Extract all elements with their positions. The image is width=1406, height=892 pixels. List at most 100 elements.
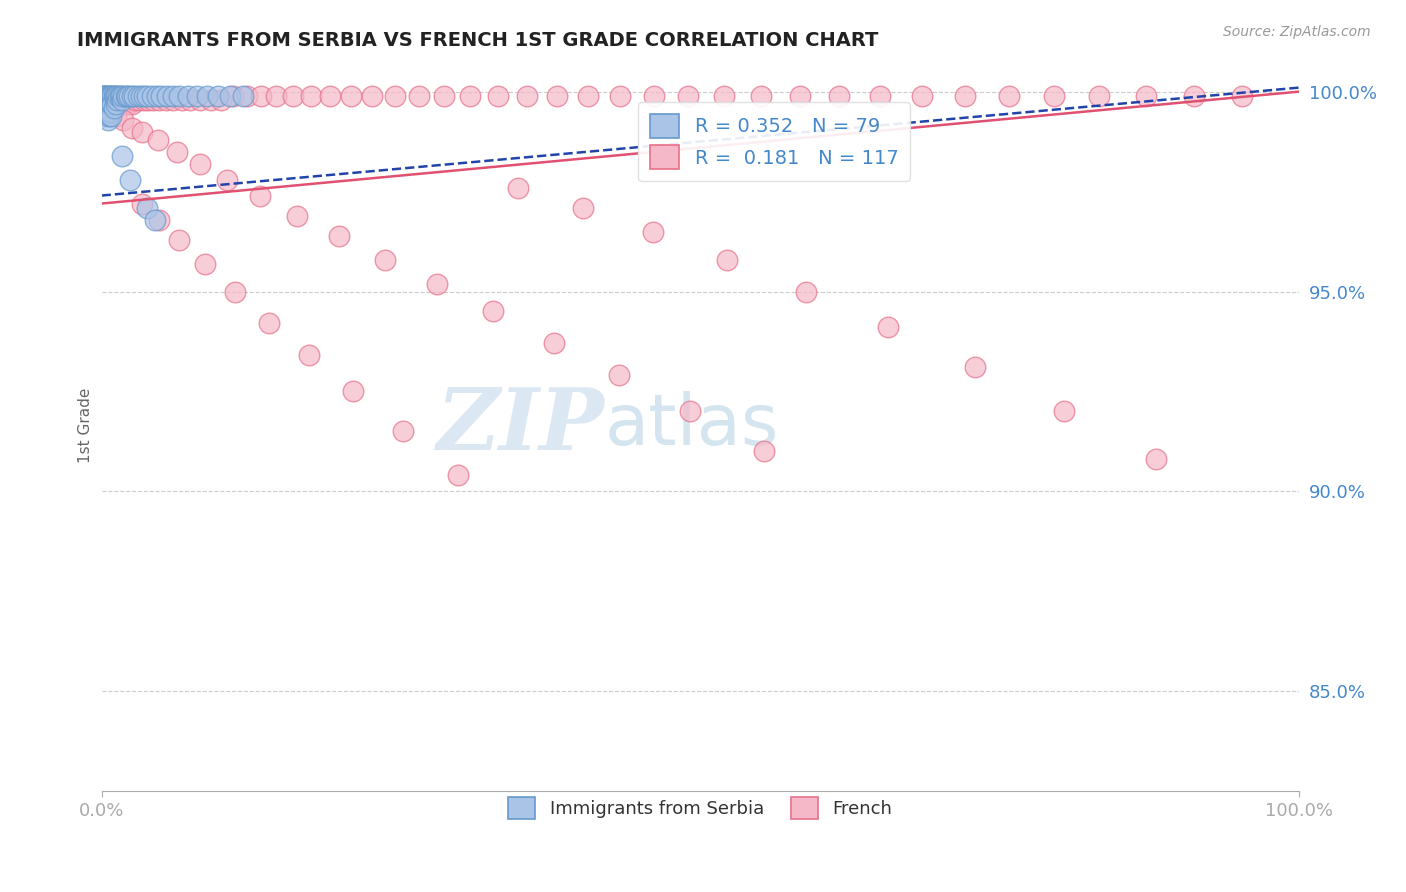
Point xyxy=(120,172,142,186)
Point xyxy=(94,93,117,107)
Point xyxy=(136,93,159,107)
Point xyxy=(146,132,169,146)
Point xyxy=(100,88,122,103)
Point xyxy=(911,88,934,103)
Point xyxy=(98,96,121,111)
Point xyxy=(91,93,114,107)
Point xyxy=(148,93,170,107)
Point xyxy=(105,96,128,111)
Point xyxy=(188,156,211,170)
Point xyxy=(91,93,114,107)
Point xyxy=(828,88,851,103)
Point xyxy=(112,112,135,127)
Point xyxy=(94,101,117,115)
Point xyxy=(963,360,986,375)
Point xyxy=(576,88,599,103)
Point xyxy=(516,88,538,103)
Point xyxy=(108,88,131,103)
Point xyxy=(794,285,817,299)
Point xyxy=(339,88,361,103)
Point xyxy=(1144,452,1167,467)
Point xyxy=(91,93,114,107)
Point xyxy=(285,209,308,223)
Point xyxy=(93,104,115,119)
Point xyxy=(101,88,124,103)
Point xyxy=(319,88,342,103)
Point xyxy=(96,88,118,103)
Point xyxy=(136,88,159,103)
Point xyxy=(342,384,364,399)
Point xyxy=(112,88,135,103)
Point xyxy=(110,96,132,111)
Point xyxy=(121,88,143,103)
Point xyxy=(94,104,117,119)
Point xyxy=(97,88,120,103)
Point xyxy=(232,88,254,103)
Point xyxy=(572,201,595,215)
Point xyxy=(789,88,811,103)
Point xyxy=(177,88,200,103)
Point xyxy=(141,88,163,103)
Point xyxy=(93,93,115,107)
Point xyxy=(299,88,322,103)
Point xyxy=(222,88,245,103)
Point xyxy=(716,252,738,267)
Point xyxy=(91,101,114,115)
Point xyxy=(101,96,124,111)
Point xyxy=(91,96,114,111)
Point xyxy=(97,112,120,127)
Point xyxy=(132,93,155,107)
Point xyxy=(266,88,288,103)
Point xyxy=(1135,88,1157,103)
Point xyxy=(96,104,118,119)
Point xyxy=(194,256,217,270)
Point xyxy=(93,93,115,107)
Point xyxy=(97,88,120,103)
Point xyxy=(104,109,127,123)
Point xyxy=(546,88,568,103)
Point xyxy=(91,88,114,103)
Point xyxy=(713,88,735,103)
Point xyxy=(97,93,120,107)
Point xyxy=(482,304,505,318)
Point xyxy=(218,88,240,103)
Point xyxy=(94,101,117,115)
Point xyxy=(100,104,122,119)
Point xyxy=(94,93,117,107)
Point xyxy=(98,104,121,119)
Point xyxy=(97,101,120,115)
Point xyxy=(104,88,127,103)
Point xyxy=(179,93,201,107)
Point xyxy=(121,96,143,111)
Point xyxy=(447,468,470,483)
Point xyxy=(1088,88,1111,103)
Point xyxy=(235,88,257,103)
Point xyxy=(97,93,120,107)
Point xyxy=(96,101,118,115)
Point xyxy=(877,320,900,334)
Point xyxy=(97,109,120,123)
Point xyxy=(250,88,273,103)
Point xyxy=(678,404,700,418)
Point xyxy=(104,96,127,111)
Point xyxy=(98,104,121,119)
Point xyxy=(104,96,127,111)
Point xyxy=(91,88,114,103)
Point xyxy=(114,96,136,111)
Point xyxy=(96,96,118,111)
Point xyxy=(148,212,170,227)
Text: ZIP: ZIP xyxy=(437,384,605,467)
Point xyxy=(543,336,565,351)
Point xyxy=(127,88,149,103)
Point xyxy=(150,88,173,103)
Point xyxy=(998,88,1021,103)
Point xyxy=(94,88,117,103)
Point xyxy=(110,88,132,103)
Point xyxy=(207,88,229,103)
Point xyxy=(105,93,128,107)
Point xyxy=(93,101,115,115)
Point xyxy=(1042,88,1064,103)
Point xyxy=(94,96,117,111)
Point xyxy=(145,88,167,103)
Point xyxy=(1053,404,1076,418)
